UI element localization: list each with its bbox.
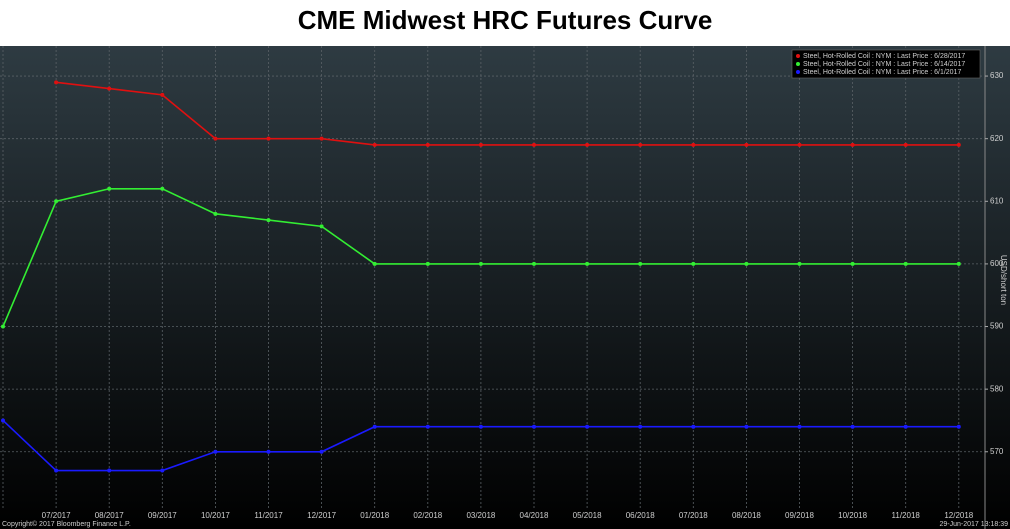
data-point	[903, 261, 908, 266]
data-point	[478, 142, 483, 147]
data-point	[372, 424, 377, 429]
x-tick-label: 09/2018	[785, 511, 814, 520]
chart-title: CME Midwest HRC Futures Curve	[298, 5, 713, 35]
y-tick-label: 570	[990, 447, 1004, 456]
x-tick-label: 11/2018	[892, 511, 921, 520]
legend-marker	[796, 70, 800, 74]
data-point	[107, 86, 112, 91]
data-point	[691, 424, 696, 429]
x-tick-label: 07/2017	[42, 511, 71, 520]
y-tick-label: 630	[990, 71, 1004, 80]
data-point	[585, 261, 590, 266]
data-point	[266, 136, 271, 141]
y-tick-label: 580	[990, 384, 1004, 393]
y-tick-label: 600	[990, 259, 1004, 268]
x-tick-label: 05/2018	[573, 511, 602, 520]
data-point	[532, 142, 536, 147]
x-tick-label: 08/2017	[95, 511, 124, 520]
data-point	[107, 186, 112, 191]
data-point	[319, 449, 324, 454]
data-point	[797, 424, 802, 429]
x-tick-label: 01/2018	[360, 511, 389, 520]
x-tick-label: 03/2018	[466, 511, 495, 520]
data-point	[956, 424, 961, 429]
data-point	[797, 142, 802, 147]
data-point	[638, 142, 643, 147]
data-point	[850, 261, 855, 266]
x-tick-label: 10/2017	[201, 511, 230, 520]
data-point	[744, 424, 749, 429]
data-point	[319, 136, 324, 141]
data-point	[54, 199, 59, 204]
data-point	[850, 424, 855, 429]
data-point	[744, 261, 749, 266]
legend-box	[791, 49, 981, 79]
data-point	[903, 142, 908, 147]
x-tick-label: 12/2017	[307, 511, 336, 520]
legend-marker	[796, 62, 800, 66]
x-tick-label: 09/2017	[148, 511, 177, 520]
data-point	[425, 142, 430, 147]
x-tick-label: 02/2018	[413, 511, 442, 520]
data-point	[213, 211, 218, 216]
data-point	[956, 261, 961, 266]
legend-label: Steel, Hot-Rolled Coil : NYM : Last Pric…	[803, 69, 961, 76]
data-point	[213, 449, 218, 454]
data-point	[266, 449, 271, 454]
title-area	[0, 0, 1010, 46]
y-tick-label: 610	[990, 196, 1004, 205]
data-point	[107, 468, 112, 473]
data-point	[638, 424, 643, 429]
data-point	[850, 142, 855, 147]
legend-label: Steel, Hot-Rolled Coil : NYM : Last Pric…	[803, 53, 965, 60]
plot-background	[0, 46, 1010, 529]
x-tick-label: 06/2018	[626, 511, 655, 520]
data-point	[319, 224, 324, 229]
footer-left: Copyright© 2017 Bloomberg Finance L.P.	[2, 520, 131, 528]
legend-label: Steel, Hot-Rolled Coil : NYM : Last Pric…	[803, 61, 965, 68]
data-point	[160, 92, 165, 97]
legend-marker	[796, 54, 800, 58]
data-point	[956, 142, 961, 147]
data-point	[691, 261, 696, 266]
y-tick-label: 590	[990, 322, 1004, 331]
data-point	[54, 80, 59, 85]
data-point	[478, 424, 483, 429]
data-point	[160, 468, 165, 473]
x-tick-label: 04/2018	[520, 511, 549, 520]
data-point	[638, 261, 643, 266]
footer-right: 29-Jun-2017 13:18:39	[940, 521, 1009, 528]
data-point	[532, 261, 536, 266]
data-point	[532, 424, 536, 429]
data-point	[903, 424, 908, 429]
data-point	[585, 142, 590, 147]
y-tick-label: 620	[990, 134, 1004, 143]
data-point	[797, 261, 802, 266]
data-point	[1, 324, 5, 329]
data-point	[372, 261, 377, 266]
y-axis-label: USD/short ton	[999, 255, 1008, 305]
data-point	[478, 261, 483, 266]
data-point	[213, 136, 218, 141]
data-point	[744, 142, 749, 147]
data-point	[372, 142, 377, 147]
x-tick-label: 12/2018	[944, 511, 973, 520]
data-point	[425, 424, 430, 429]
x-tick-label: 10/2018	[838, 511, 867, 520]
x-tick-label: 11/2017	[254, 511, 283, 520]
data-point	[54, 468, 59, 473]
data-point	[1, 418, 5, 423]
data-point	[691, 142, 696, 147]
data-point	[425, 261, 430, 266]
data-point	[160, 186, 165, 191]
x-tick-label: 07/2018	[679, 511, 708, 520]
series-line	[56, 81, 959, 146]
x-tick-label: 08/2018	[732, 511, 761, 520]
data-point	[266, 218, 271, 223]
data-point	[585, 424, 590, 429]
